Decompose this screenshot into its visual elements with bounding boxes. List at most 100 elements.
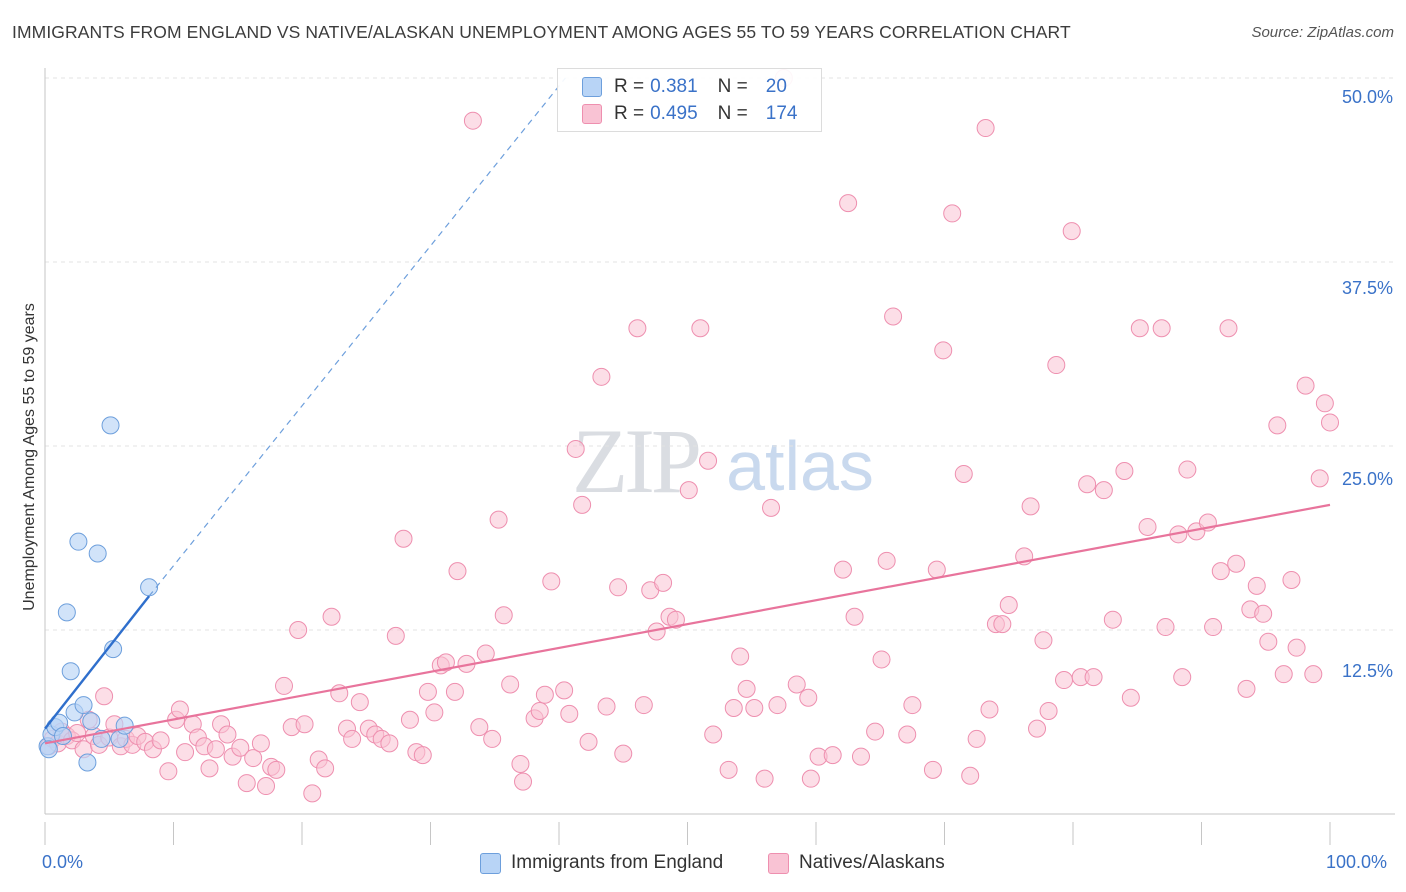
native-point <box>1237 679 1256 698</box>
source-credit: Source: ZipAtlas.com <box>1251 24 1394 41</box>
native-point <box>1282 570 1301 589</box>
native-point <box>579 732 598 751</box>
native-point <box>555 681 574 700</box>
native-point <box>823 746 842 765</box>
native-point <box>511 754 530 773</box>
native-point <box>943 204 962 223</box>
y-tick-37-5: 37.5% <box>1341 278 1393 298</box>
y-tick-25: 25.0% <box>1341 469 1393 489</box>
native-point <box>257 777 276 796</box>
native-point <box>1028 719 1047 738</box>
native-point <box>898 725 917 744</box>
native-point <box>244 749 263 768</box>
natives-n-value: 174 <box>765 103 798 124</box>
native-point <box>275 676 294 695</box>
native-point <box>489 510 508 529</box>
native-point <box>200 759 219 778</box>
native-point <box>560 704 579 723</box>
native-point <box>745 699 764 718</box>
native-point <box>95 687 114 706</box>
native-point <box>303 784 322 803</box>
native-point <box>151 731 170 750</box>
native-point <box>884 307 903 326</box>
legend-row-england: R = 0.381 N = 20 <box>582 75 787 99</box>
native-point <box>343 729 362 748</box>
native-point <box>1047 356 1066 375</box>
native-point <box>980 700 999 719</box>
native-point <box>923 760 942 779</box>
legend-row-natives: R = 0.495 N = 174 <box>582 102 797 126</box>
native-point <box>218 725 237 744</box>
native-point <box>731 647 750 666</box>
native-point <box>762 498 781 517</box>
native-point <box>1078 475 1097 494</box>
native-point <box>1178 460 1197 479</box>
native-point <box>445 682 464 701</box>
native-point <box>999 595 1018 614</box>
native-point <box>1204 618 1223 637</box>
england-point <box>78 753 97 772</box>
native-point <box>801 769 820 788</box>
natives-swatch <box>768 852 789 874</box>
native-point <box>1062 222 1081 241</box>
native-point <box>872 650 891 669</box>
england-point <box>82 712 101 731</box>
native-point <box>470 718 489 737</box>
native-point <box>237 774 256 793</box>
native-point <box>501 675 520 694</box>
native-point <box>699 451 718 470</box>
native-point <box>851 747 870 766</box>
native-point <box>1211 562 1230 581</box>
native-point <box>1274 665 1293 684</box>
england-swatch <box>480 852 501 874</box>
native-point <box>787 675 806 694</box>
native-point <box>976 119 995 138</box>
native-point <box>634 696 653 715</box>
bottom-legend-natives: Natives/Alaskans <box>768 852 945 874</box>
x-tick-max: 100.0% <box>1326 852 1388 872</box>
natives-swatch <box>582 104 602 124</box>
native-point <box>719 760 738 779</box>
native-point <box>1268 416 1287 435</box>
native-point <box>566 439 585 458</box>
native-point <box>768 696 787 715</box>
england-point <box>115 716 134 735</box>
chart-title: IMMIGRANTS FROM ENGLAND VS NATIVE/ALASKA… <box>12 22 1071 42</box>
native-point <box>1152 319 1171 338</box>
native-point <box>530 701 549 720</box>
england-n-value: 20 <box>765 76 787 97</box>
native-point <box>267 760 286 779</box>
england-point <box>88 544 107 563</box>
native-point <box>1287 638 1306 657</box>
england-point <box>101 416 120 435</box>
native-point <box>322 607 341 626</box>
native-point <box>413 746 432 765</box>
native-point <box>448 562 467 581</box>
native-point <box>1259 632 1278 651</box>
native-point <box>542 572 561 591</box>
native-point <box>1021 497 1040 516</box>
native-point <box>737 679 756 698</box>
native-point <box>1156 618 1175 637</box>
native-point <box>833 560 852 579</box>
native-point <box>903 696 922 715</box>
native-point <box>316 759 335 778</box>
england-point <box>140 578 159 597</box>
native-point <box>289 621 308 639</box>
n-label: N = <box>717 103 748 124</box>
native-point <box>1315 394 1334 413</box>
native-point <box>654 573 673 592</box>
native-point <box>592 367 611 386</box>
native-point <box>483 729 502 748</box>
native-point <box>993 615 1012 634</box>
native-point <box>877 551 896 570</box>
native-point <box>597 697 616 716</box>
watermark-zip: ZIP <box>572 410 699 512</box>
native-point <box>1296 376 1315 395</box>
native-point <box>967 729 986 748</box>
native-point <box>386 626 405 645</box>
native-point <box>425 703 444 722</box>
native-point <box>295 715 314 734</box>
native-point <box>724 699 743 718</box>
y-axis-label: Unemployment Among Ages 55 to 59 years <box>21 303 38 611</box>
